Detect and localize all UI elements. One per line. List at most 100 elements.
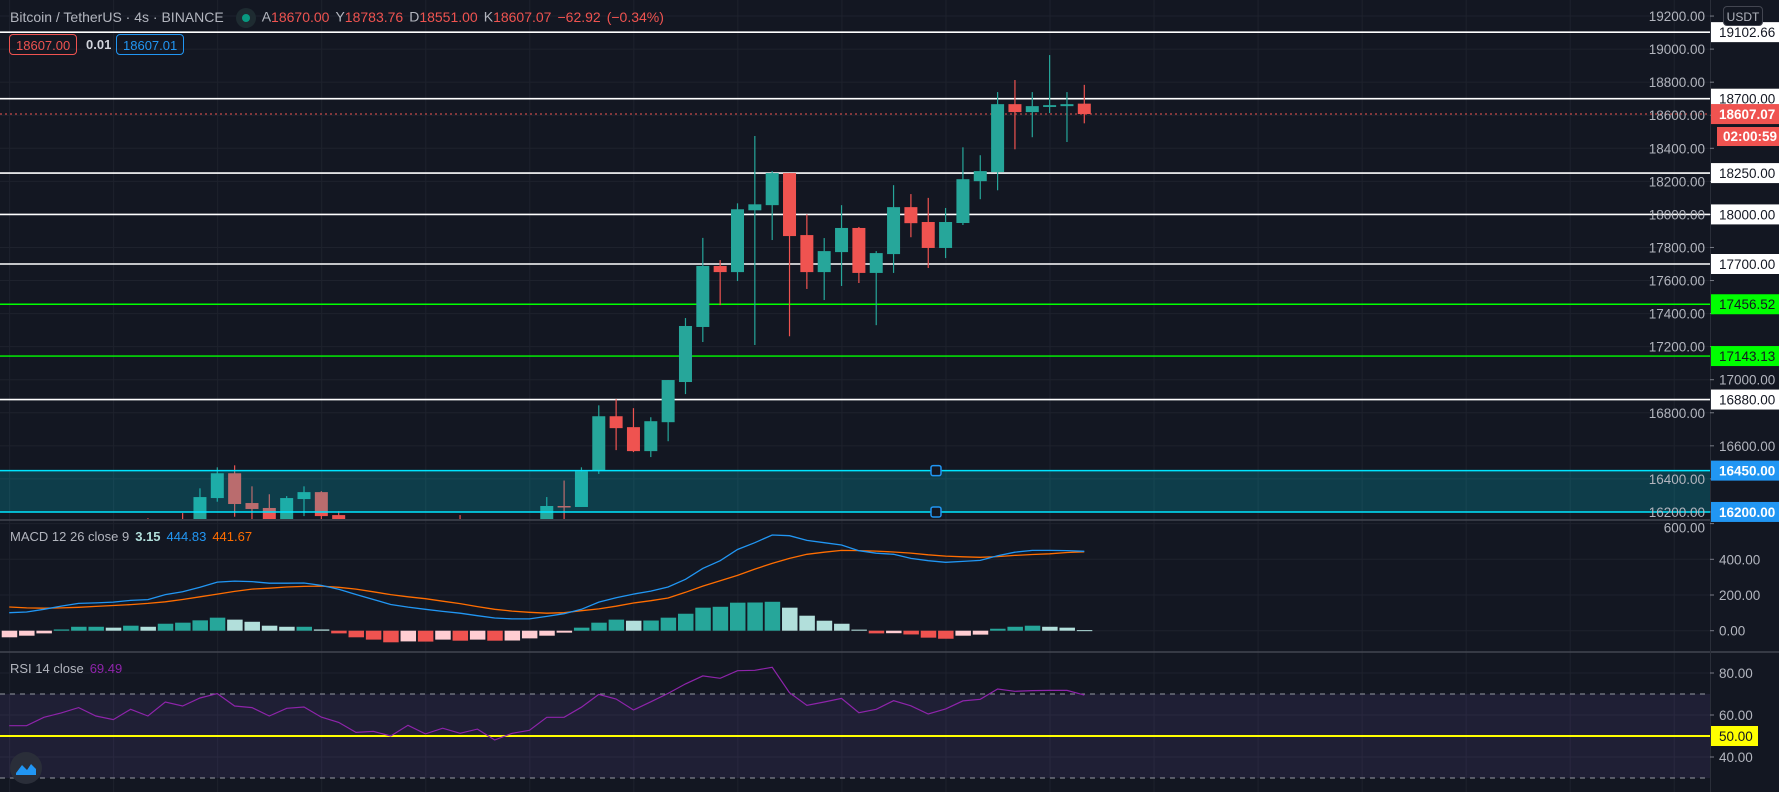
price-tick-label: 17200.00 bbox=[1649, 340, 1705, 355]
candle bbox=[314, 491, 328, 519]
candle bbox=[367, 528, 380, 540]
macd-histogram-bar bbox=[764, 601, 781, 631]
candle-body bbox=[748, 204, 762, 211]
candle-body bbox=[696, 265, 710, 327]
rsi-legend[interactable]: RSI 14 close 69.49 bbox=[10, 661, 128, 676]
level-price-label-bg bbox=[1711, 254, 1779, 274]
level-price-label[interactable]: 17700.00 bbox=[1719, 257, 1775, 272]
macd-histogram-bar bbox=[851, 629, 867, 631]
zone-bottom-label[interactable]: 16200.00 bbox=[1719, 505, 1775, 520]
candle-body bbox=[1060, 104, 1074, 107]
level-price-label[interactable]: 18250.00 bbox=[1719, 166, 1775, 181]
macd-histogram-bar bbox=[261, 625, 278, 631]
candle bbox=[436, 524, 449, 537]
candle-body bbox=[800, 235, 814, 273]
macd-histogram-bar bbox=[452, 630, 469, 641]
candle bbox=[991, 92, 1005, 191]
candle bbox=[817, 238, 831, 301]
level-price-label[interactable]: 17456.52 bbox=[1719, 297, 1775, 312]
candle-body bbox=[176, 522, 189, 527]
macd-histogram-bar bbox=[435, 630, 451, 640]
close-label: K bbox=[483, 8, 494, 25]
symbol-title[interactable]: Bitcoin / TetherUS · 4s · BINANCE bbox=[10, 8, 224, 25]
macd-histogram-bar bbox=[19, 630, 35, 636]
macd-histogram-bar bbox=[400, 630, 417, 642]
price-tick-label: 16400.00 bbox=[1649, 472, 1705, 487]
price-tick-label: 18000.00 bbox=[1649, 207, 1705, 222]
macd-histogram-bar bbox=[469, 630, 486, 640]
candle bbox=[800, 214, 814, 289]
candle-body bbox=[454, 528, 467, 533]
low-value: 18551.00 bbox=[419, 8, 478, 25]
macd-histogram-bar bbox=[348, 630, 365, 638]
buy-button[interactable]: 18607.01 bbox=[116, 34, 185, 55]
zone-drag-handle[interactable] bbox=[930, 506, 942, 518]
zone-drag-handle[interactable] bbox=[930, 464, 942, 477]
candle bbox=[956, 147, 970, 225]
currency-selector[interactable]: USDT bbox=[1723, 6, 1763, 26]
candle-body bbox=[661, 380, 675, 423]
level-price-label[interactable]: 17143.13 bbox=[1719, 349, 1775, 364]
macd-tick-label: 400.00 bbox=[1719, 552, 1760, 567]
candle bbox=[731, 203, 744, 282]
change-percent: (−0.34%) bbox=[606, 8, 664, 25]
level-price-label[interactable]: 18700.00 bbox=[1719, 92, 1775, 107]
macd-histogram-bar bbox=[903, 630, 919, 635]
candle bbox=[402, 524, 415, 541]
level-price-label[interactable]: 18000.00 bbox=[1719, 207, 1775, 222]
macd-histogram-bar bbox=[1059, 627, 1075, 631]
zone-top-label[interactable]: 16450.00 bbox=[1719, 464, 1775, 479]
candle-body bbox=[1077, 103, 1091, 115]
open-label: A bbox=[261, 8, 272, 25]
macd-histogram-bar bbox=[972, 630, 989, 635]
current-price-label[interactable]: 18607.07 bbox=[1719, 107, 1775, 122]
level-price-label-bg bbox=[1711, 389, 1779, 410]
change-value: −62.92 bbox=[557, 8, 601, 25]
macd-histogram-bar bbox=[573, 627, 590, 631]
candle bbox=[678, 318, 692, 395]
macd-legend[interactable]: MACD 12 26 close 9 3.15 444.83 441.67 bbox=[10, 529, 258, 544]
candle bbox=[1008, 80, 1022, 150]
symbol-legend: Bitcoin / TetherUS · 4s · BINANCE A18670.… bbox=[10, 8, 670, 28]
spread-value: 0.01 bbox=[86, 37, 112, 52]
macd-histogram-bar bbox=[816, 620, 833, 631]
rsi-title: RSI 14 close bbox=[10, 661, 84, 676]
macd-histogram-bar bbox=[313, 629, 330, 631]
macd-histogram-bar bbox=[625, 620, 642, 631]
price-tick-label: 18400.00 bbox=[1649, 141, 1705, 156]
price-axis[interactable]: 19200.00 19000.00 18800.00 18600.00 18400.00… bbox=[1649, 9, 1779, 765]
level-price-label-bg bbox=[1711, 204, 1779, 225]
candle-body bbox=[557, 505, 571, 508]
candle bbox=[852, 226, 866, 284]
macd-histogram-bar bbox=[123, 625, 139, 631]
candle-body bbox=[1008, 104, 1022, 113]
macd-histogram-bar bbox=[747, 602, 763, 631]
rsi-midline-label[interactable]: 50.00 bbox=[1719, 729, 1753, 744]
candle bbox=[592, 405, 606, 474]
candle-body bbox=[783, 173, 797, 237]
macd-histogram-bar bbox=[955, 630, 971, 636]
tradingview-logo-icon[interactable] bbox=[10, 752, 42, 784]
horizontal-levels[interactable] bbox=[0, 31, 1710, 401]
rsi-midline-label-bg bbox=[1711, 726, 1758, 746]
market-status-dot-icon[interactable] bbox=[235, 8, 256, 28]
zone-fill[interactable] bbox=[0, 470, 1710, 512]
candle-body bbox=[210, 473, 224, 499]
candle-body bbox=[852, 227, 866, 273]
macd-histogram-bar bbox=[868, 630, 885, 634]
macd-histogram-bar bbox=[643, 620, 659, 631]
macd-histogram-bar bbox=[799, 615, 815, 631]
candle-body bbox=[488, 527, 501, 537]
macd-histogram-bar bbox=[487, 630, 503, 641]
sell-button[interactable]: 18607.00 bbox=[9, 34, 78, 55]
price-zone-rectangle[interactable] bbox=[0, 464, 1710, 518]
candle bbox=[783, 173, 797, 337]
candle-body bbox=[904, 207, 918, 224]
price-tick-label: 18600.00 bbox=[1649, 108, 1705, 123]
level-price-label[interactable]: 16880.00 bbox=[1719, 393, 1775, 408]
candle-body bbox=[332, 515, 346, 519]
level-price-label[interactable]: 19102.66 bbox=[1719, 25, 1775, 40]
macd-histogram-bar bbox=[886, 630, 902, 634]
macd-histogram-bar bbox=[227, 619, 243, 631]
